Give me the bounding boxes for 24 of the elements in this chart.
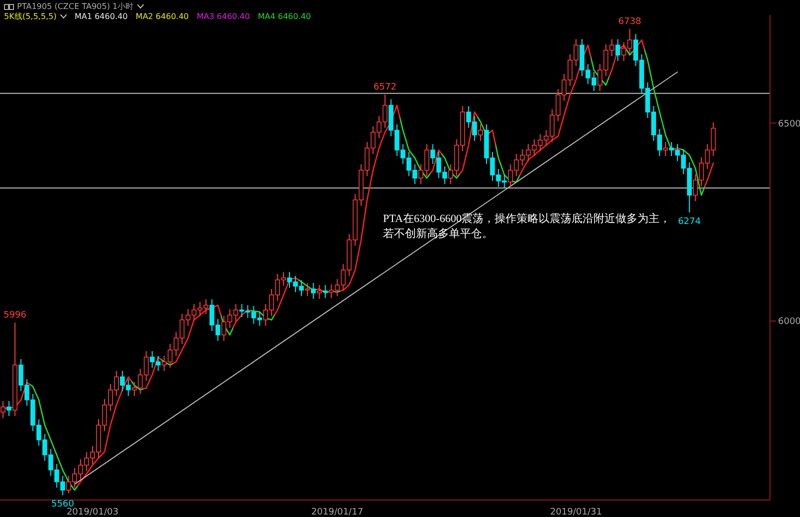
- candlestick: [310, 282, 316, 300]
- annotation: MA2 6460.40: [136, 12, 189, 21]
- x-tick-label: 2019/01/03: [66, 507, 118, 517]
- x-tick-label: 2019/01/31: [550, 507, 602, 517]
- annotation: 6738: [618, 16, 642, 27]
- candlestick: [615, 38, 620, 62]
- annotation: MA1 6460.40: [74, 12, 128, 21]
- annotation: MA3 6460.40: [196, 12, 250, 21]
- y-tick-label: 6500: [778, 119, 800, 130]
- annotation: MA4 6460.40: [258, 12, 311, 21]
- annotation: PTA在6300-6600震荡，操作策略以震荡底沿附近做多为主，若不创新高多单平仓。: [383, 212, 672, 242]
- chart-title: PTA1905 (CZCE TA905) 1小时: [17, 1, 134, 12]
- chart-subtitle: 5K线(5,5,5,5): [4, 11, 57, 22]
- annotation: 5996: [3, 310, 27, 321]
- candlestick: [6, 400, 12, 417]
- annotation: 6572: [374, 82, 396, 93]
- y-tick-label: 6000: [778, 317, 800, 328]
- candlestick: [322, 284, 328, 299]
- candlestick: [663, 142, 668, 156]
- candlestick: [305, 282, 310, 297]
- candlestick: [478, 124, 483, 142]
- candlestick: [316, 284, 322, 300]
- annotation: 6274: [678, 216, 702, 227]
- x-tick-label: 2019/01/17: [311, 507, 364, 517]
